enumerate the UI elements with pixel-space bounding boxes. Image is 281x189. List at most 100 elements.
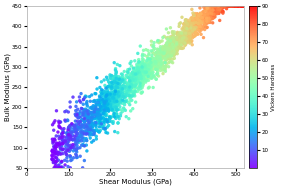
Point <box>110 94 115 97</box>
Point <box>185 36 189 39</box>
Point <box>147 67 151 70</box>
Point <box>90 129 95 132</box>
Point <box>162 51 167 54</box>
Point <box>242 5 247 8</box>
Point <box>106 109 111 112</box>
Point <box>151 48 156 51</box>
Point <box>171 43 176 46</box>
Point <box>110 85 114 88</box>
Point <box>94 104 99 107</box>
Point <box>76 126 81 129</box>
Point <box>109 90 113 93</box>
Point <box>172 40 176 43</box>
Point <box>199 12 203 15</box>
Point <box>65 131 69 134</box>
Point <box>129 80 133 83</box>
Point <box>156 39 160 42</box>
Point <box>117 83 121 86</box>
Point <box>153 66 157 69</box>
Point <box>212 6 217 9</box>
Point <box>70 138 74 141</box>
Point <box>123 86 128 89</box>
Point <box>75 113 80 116</box>
Point <box>132 91 137 94</box>
Point <box>191 27 195 30</box>
Point <box>184 32 189 35</box>
Point <box>170 50 175 53</box>
Point <box>123 94 128 97</box>
Point <box>98 115 103 118</box>
Point <box>194 28 198 31</box>
Point <box>124 100 128 103</box>
Point <box>178 21 183 24</box>
Point <box>112 100 117 103</box>
Point <box>176 38 181 41</box>
Point <box>65 154 69 157</box>
Point <box>116 86 121 89</box>
Point <box>214 6 219 9</box>
Point <box>181 26 185 29</box>
Point <box>58 144 62 147</box>
Point <box>100 105 105 108</box>
Point <box>110 88 114 91</box>
Point <box>86 126 90 129</box>
Point <box>183 37 188 40</box>
Point <box>89 117 93 120</box>
Point <box>160 69 165 72</box>
Point <box>101 126 106 129</box>
Point <box>137 70 141 73</box>
Point <box>182 27 187 30</box>
Point <box>220 5 225 8</box>
Point <box>171 49 175 52</box>
Point <box>175 43 179 46</box>
Point <box>184 37 189 40</box>
Point <box>107 100 112 103</box>
Point <box>122 107 126 110</box>
Point <box>136 68 140 71</box>
Point <box>89 122 94 125</box>
Point <box>185 22 190 25</box>
Point <box>169 41 173 44</box>
Point <box>195 33 200 36</box>
Point <box>105 113 109 116</box>
Point <box>169 54 174 57</box>
Point <box>155 48 160 51</box>
Point <box>184 37 188 40</box>
Point <box>78 101 83 104</box>
Point <box>186 31 191 34</box>
Point <box>148 63 153 66</box>
Point <box>159 50 164 53</box>
Point <box>138 45 142 48</box>
Point <box>133 70 138 74</box>
Y-axis label: Vickers Hardness: Vickers Hardness <box>271 63 276 111</box>
Point <box>84 129 89 132</box>
Point <box>191 35 195 38</box>
Point <box>151 60 156 63</box>
Point <box>60 148 65 151</box>
Point <box>125 70 130 73</box>
Point <box>201 13 205 16</box>
Point <box>130 99 134 102</box>
Point <box>50 158 55 161</box>
Point <box>112 75 116 78</box>
Point <box>108 103 112 106</box>
Point <box>134 77 139 80</box>
Point <box>168 39 172 42</box>
Point <box>101 117 106 120</box>
Point <box>157 64 161 67</box>
Point <box>128 100 132 103</box>
Point <box>56 151 60 154</box>
Point <box>143 74 147 77</box>
Point <box>134 78 139 81</box>
Point <box>212 7 217 10</box>
Point <box>115 91 120 94</box>
Point <box>158 40 163 43</box>
Point <box>80 124 85 127</box>
Point <box>64 145 68 148</box>
Point <box>242 5 247 8</box>
Point <box>67 139 71 143</box>
Point <box>146 57 151 60</box>
Point <box>120 78 125 81</box>
Point <box>214 5 218 8</box>
Point <box>164 52 168 55</box>
